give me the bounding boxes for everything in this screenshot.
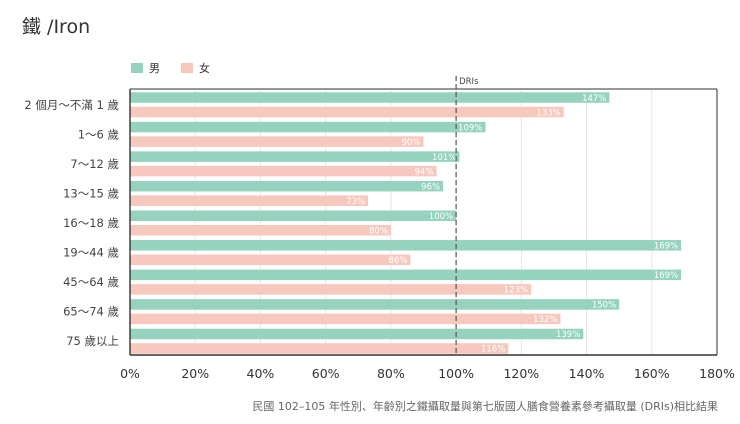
bar-value-label: 133%: [536, 108, 560, 118]
bar: [130, 151, 460, 162]
bar: [130, 225, 391, 236]
bar-value-label: 109%: [458, 123, 482, 133]
bar-value-label: 123%: [504, 286, 528, 296]
x-tick-label: 140%: [569, 366, 605, 381]
category-label: 75 歲以上: [66, 334, 119, 348]
x-tick-label: 100%: [438, 366, 474, 381]
category-label: 2 個月～不滿 1 歲: [24, 98, 119, 112]
x-tick-label: 160%: [634, 366, 670, 381]
x-tick-label: 120%: [503, 366, 539, 381]
bar: [130, 180, 444, 192]
bar: [130, 106, 564, 118]
source-note: 民國 102–105 年性別、年齡別之鐵攝取量與第七版國人膳食營養素參考攝取量 …: [252, 400, 718, 413]
x-tick-label: 0%: [120, 366, 140, 381]
bar-value-label: 73%: [346, 197, 365, 207]
category-label: 1～6 歲: [78, 127, 119, 141]
bar: [130, 343, 509, 354]
bar-value-label: 100%: [429, 212, 453, 222]
bar: [130, 136, 424, 147]
bar: [130, 328, 584, 340]
bar-value-label: 86%: [389, 256, 408, 266]
category-label: 16～18 歲: [63, 216, 119, 230]
bar-value-label: 169%: [654, 271, 678, 281]
chart-title: 鐵 /Iron: [22, 16, 91, 38]
bar: [130, 195, 369, 206]
legend-swatch: [181, 63, 193, 73]
bar-value-label: 101%: [432, 153, 456, 163]
legend-label: 女: [199, 61, 210, 75]
bar-value-label: 132%: [533, 315, 557, 325]
dri-reference-label: DRIs: [459, 77, 479, 87]
x-tick-label: 180%: [699, 366, 735, 381]
bar-value-label: 90%: [402, 138, 421, 148]
bar-value-label: 96%: [421, 182, 440, 192]
category-label: 7～12 歲: [70, 157, 119, 171]
bar-value-label: 80%: [369, 227, 388, 237]
bar-value-label: 139%: [556, 330, 580, 340]
legend-label: 男: [149, 62, 160, 75]
bar: [130, 254, 411, 266]
bar: [130, 284, 532, 295]
category-label: 19～44 歲: [63, 246, 119, 260]
bar: [130, 210, 457, 221]
category-label: 65～74 歲: [63, 305, 119, 319]
x-tick-label: 40%: [247, 366, 275, 381]
bar: [130, 92, 610, 103]
bar: [130, 165, 437, 177]
bar: [130, 269, 682, 281]
category-label: 13～15 歲: [63, 186, 119, 200]
bar: [130, 313, 561, 325]
bar-value-label: 150%: [592, 301, 616, 311]
category-label: 45～64 歲: [63, 275, 119, 289]
bar-value-label: 116%: [481, 345, 505, 355]
bar: [130, 121, 486, 133]
bar: [130, 240, 682, 251]
bar-value-label: 94%: [415, 167, 434, 177]
bar-value-label: 169%: [654, 242, 678, 252]
legend-swatch: [131, 63, 143, 73]
bar: [130, 299, 620, 310]
x-tick-label: 60%: [312, 366, 340, 381]
x-tick-label: 20%: [181, 366, 209, 381]
bar-value-label: 147%: [582, 94, 606, 104]
x-tick-label: 80%: [377, 366, 405, 381]
